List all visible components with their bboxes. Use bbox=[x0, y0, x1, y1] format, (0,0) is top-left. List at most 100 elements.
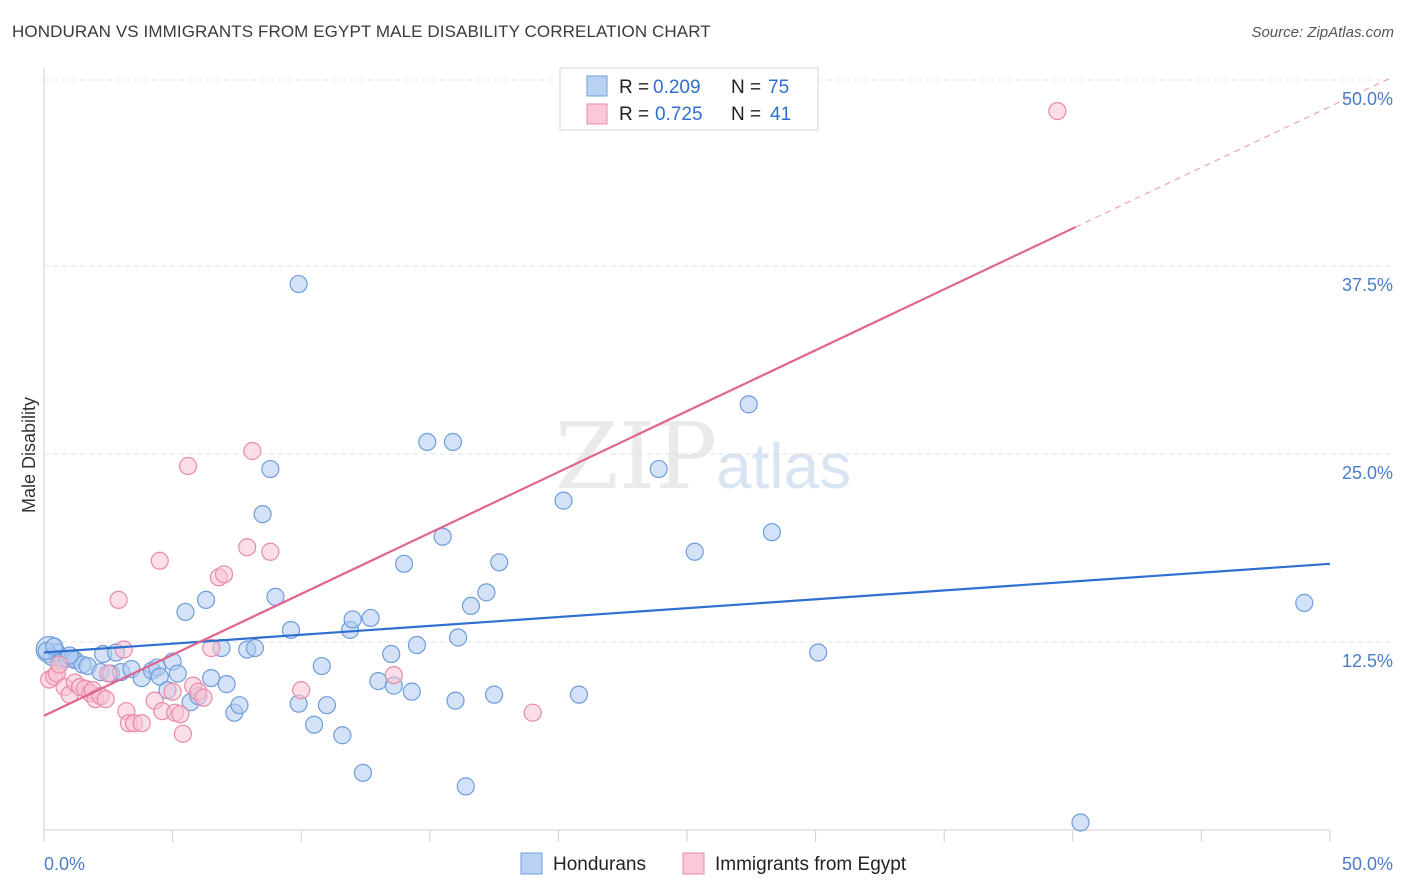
point-egypt bbox=[163, 682, 182, 701]
y-tick-labels: 12.5% 25.0% 37.5% 50.0% bbox=[1342, 89, 1393, 671]
point-hondurans bbox=[202, 668, 221, 688]
point-egypt bbox=[50, 655, 69, 674]
point-egypt bbox=[173, 724, 192, 743]
legend-r-label-1: R = bbox=[619, 77, 649, 98]
x-tick-marks bbox=[43, 830, 1331, 842]
point-hondurans bbox=[394, 554, 414, 573]
point-egypt bbox=[178, 456, 198, 476]
point-egypt bbox=[132, 714, 151, 733]
point-egypt bbox=[194, 688, 213, 707]
point-hondurans bbox=[176, 602, 195, 622]
point-hondurans bbox=[150, 667, 169, 686]
point-hondurans bbox=[217, 675, 236, 694]
chart-title: HONDURAN VS IMMIGRANTS FROM EGYPT MALE D… bbox=[12, 22, 711, 41]
series-egypt bbox=[40, 101, 1067, 743]
point-egypt bbox=[99, 664, 118, 683]
point-hondurans bbox=[490, 553, 509, 572]
point-hondurans bbox=[230, 696, 249, 715]
point-hondurans bbox=[407, 635, 427, 655]
point-hondurans bbox=[261, 459, 280, 479]
point-hondurans bbox=[477, 583, 496, 602]
point-hondurans bbox=[448, 628, 468, 647]
point-hondurans bbox=[343, 610, 362, 629]
point-hondurans bbox=[685, 542, 704, 561]
legend-bottom-label-egypt: Immigrants from Egypt bbox=[715, 854, 907, 875]
series-hondurans bbox=[35, 274, 1314, 832]
point-hondurans bbox=[402, 682, 421, 701]
point-hondurans bbox=[253, 505, 272, 524]
point-hondurans bbox=[369, 672, 388, 691]
point-hondurans bbox=[245, 638, 265, 658]
y-axis-label: Male Disability bbox=[19, 397, 39, 513]
point-hondurans bbox=[433, 527, 452, 546]
legend-swatch-hondurans bbox=[586, 75, 608, 97]
point-hondurans bbox=[168, 664, 187, 683]
point-hondurans bbox=[333, 726, 352, 745]
point-hondurans bbox=[649, 459, 668, 479]
point-hondurans bbox=[312, 656, 331, 676]
legend-top: R = 0.209 N = 75 R = 0.725 N = 41 bbox=[559, 67, 819, 131]
point-hondurans bbox=[446, 691, 465, 710]
point-hondurans bbox=[1071, 813, 1090, 832]
legend-r-label-2: R = bbox=[619, 104, 649, 125]
point-hondurans bbox=[317, 696, 337, 715]
point-hondurans bbox=[739, 395, 758, 414]
point-hondurans bbox=[289, 274, 308, 294]
watermark-zip: ZIP bbox=[555, 403, 717, 510]
watermark: ZIP atlas bbox=[555, 403, 851, 510]
legend-n-value-2: 41 bbox=[770, 104, 791, 125]
y-tick-label: 50.0% bbox=[1342, 89, 1393, 109]
y-tick-label: 12.5% bbox=[1342, 651, 1393, 671]
point-egypt bbox=[214, 565, 234, 584]
point-egypt bbox=[238, 538, 257, 557]
legend-r-value-2: 0.725 bbox=[655, 104, 703, 125]
legend-bottom-label-hondurans: Hondurans bbox=[553, 854, 646, 875]
point-egypt bbox=[1048, 101, 1067, 121]
source-label: Source: ZipAtlas.com bbox=[1251, 24, 1394, 41]
point-egypt bbox=[261, 542, 280, 561]
point-hondurans bbox=[762, 523, 781, 542]
point-hondurans bbox=[1295, 593, 1314, 612]
trend-line-hondurans bbox=[43, 562, 1331, 654]
legend-r-value-1: 0.209 bbox=[653, 77, 701, 98]
point-egypt bbox=[150, 551, 169, 570]
point-hondurans bbox=[353, 763, 373, 782]
point-egypt bbox=[171, 705, 190, 724]
point-hondurans bbox=[809, 643, 828, 662]
trend-lines bbox=[43, 76, 1394, 717]
y-tick-label: 37.5% bbox=[1342, 275, 1393, 295]
legend-n-value-1: 75 bbox=[768, 77, 789, 98]
legend-n-label-2: N = bbox=[731, 104, 761, 125]
legend-bottom: Hondurans Immigrants from Egypt bbox=[520, 852, 907, 875]
point-egypt bbox=[292, 681, 311, 700]
legend-swatch-egypt bbox=[586, 103, 608, 125]
legend-bottom-swatch-egypt bbox=[682, 852, 705, 875]
point-hondurans bbox=[304, 715, 324, 734]
point-hondurans bbox=[196, 590, 216, 609]
watermark-atlas: atlas bbox=[716, 430, 851, 502]
x-tick-label-max: 50.0% bbox=[1342, 854, 1393, 874]
point-hondurans bbox=[361, 608, 380, 628]
legend-n-label-1: N = bbox=[731, 77, 761, 98]
point-hondurans bbox=[382, 644, 401, 664]
point-hondurans bbox=[443, 432, 463, 452]
y-tick-label: 25.0% bbox=[1342, 463, 1393, 483]
gridlines bbox=[44, 79, 1393, 643]
trend-line-egypt-extension bbox=[1075, 76, 1394, 228]
point-hondurans bbox=[554, 491, 573, 510]
point-egypt bbox=[243, 441, 262, 461]
point-egypt bbox=[96, 690, 115, 709]
point-egypt bbox=[202, 638, 221, 658]
point-hondurans bbox=[418, 432, 437, 452]
x-tick-label-min: 0.0% bbox=[44, 854, 85, 874]
legend-bottom-swatch-hondurans bbox=[520, 852, 543, 875]
point-hondurans bbox=[485, 685, 504, 704]
trend-line-egypt bbox=[43, 226, 1076, 717]
point-egypt bbox=[523, 703, 542, 722]
point-egypt bbox=[109, 590, 128, 609]
point-hondurans bbox=[456, 777, 475, 796]
point-hondurans bbox=[461, 596, 481, 616]
point-egypt bbox=[384, 665, 403, 685]
point-hondurans bbox=[569, 685, 589, 704]
